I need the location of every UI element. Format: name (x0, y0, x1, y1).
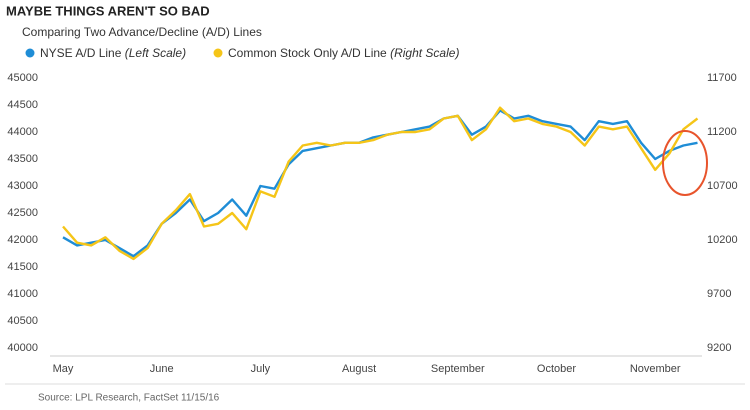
x-tick-label: June (150, 363, 174, 375)
y-tick-label: 43500 (7, 153, 38, 165)
y2-tick-label: 9200 (707, 342, 731, 354)
y2-tick-label: 9700 (707, 288, 731, 300)
x-tick-label: May (53, 363, 74, 375)
x-tick-label: November (630, 363, 681, 375)
y-tick-label: 41500 (7, 261, 38, 273)
y2-tick-label: 11200 (707, 126, 737, 138)
source-note: Source: LPL Research, FactSet 11/15/16 (38, 393, 220, 404)
y-tick-label: 41000 (7, 288, 38, 300)
y-tick-label: 43000 (7, 180, 38, 192)
y-tick-label: 44000 (7, 126, 38, 138)
x-tick-label: July (251, 363, 271, 375)
highlight-circle (662, 130, 708, 196)
x-tick-label: September (431, 363, 485, 375)
series-line (62, 106, 699, 261)
y-tick-label: 42000 (7, 234, 38, 246)
legend-swatch (213, 48, 223, 58)
y2-tick-label: 10700 (707, 180, 738, 192)
y-tick-label: 44500 (7, 99, 38, 111)
series-line (62, 109, 698, 258)
legend-swatch (25, 48, 35, 58)
y2-tick-label: 11700 (707, 72, 737, 84)
legend-label: NYSE A/D Line (Left Scale) (40, 46, 186, 60)
x-tick-label: October (537, 363, 576, 375)
y2-tick-label: 10200 (707, 234, 738, 246)
chart-subtitle: Comparing Two Advance/Decline (A/D) Line… (22, 25, 262, 39)
y-tick-label: 40000 (7, 342, 38, 354)
x-tick-label: August (342, 363, 376, 375)
chart-title: MAYBE THINGS AREN'T SO BAD (6, 3, 210, 18)
y-tick-label: 42500 (7, 207, 38, 219)
legend-label: Common Stock Only A/D Line (Right Scale) (228, 46, 459, 60)
y-tick-label: 40500 (7, 315, 38, 327)
y-tick-label: 45000 (7, 72, 38, 84)
